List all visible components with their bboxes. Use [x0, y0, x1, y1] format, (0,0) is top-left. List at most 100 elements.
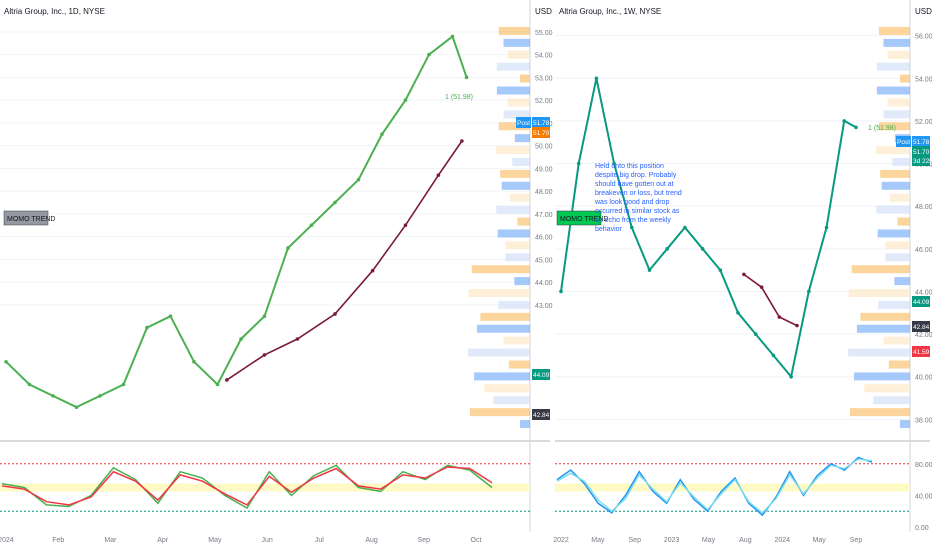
volume-profile-bar: [520, 420, 530, 429]
note-text: occurred in similar stock as: [595, 208, 680, 215]
x-tick-label: May: [591, 537, 605, 544]
volume-profile-bar: [876, 62, 910, 71]
price-tag-bg: [912, 296, 930, 307]
chart-title: Altria Group, Inc., 1D, NYSE: [4, 7, 105, 16]
price-tag-bg: [532, 409, 550, 420]
note-text: Held onto this position: [595, 163, 664, 170]
series-point-0: [192, 359, 196, 364]
note-text: despite big drop. Probably: [595, 172, 677, 179]
series-point-0: [559, 289, 563, 294]
y-tick-label: 44.00: [915, 289, 932, 296]
volume-profile-bar: [468, 289, 530, 298]
volume-profile-bar: [876, 205, 910, 214]
y-tick-label: 40.00: [915, 375, 932, 382]
volume-profile-bar: [496, 205, 530, 214]
price-tag-value: 51.78: [533, 120, 550, 127]
series-point-0: [168, 314, 173, 319]
price-tag-value: 41.59: [913, 349, 930, 356]
note-text: breakeven or loss, but trend: [595, 190, 682, 197]
price-tag-value: 51.78: [913, 139, 930, 146]
price-tag-bg: [912, 321, 930, 332]
oscillator-d-line: [556, 458, 873, 514]
currency-label: USD: [535, 7, 552, 16]
series-line-1: [226, 140, 463, 381]
oscillator-tick: 0.00: [915, 525, 929, 532]
volume-profile-bar: [887, 50, 910, 59]
price-tag-value: 51.70: [533, 130, 550, 137]
y-tick-label: 54.00: [915, 76, 932, 83]
price-tag-value: 42.84: [913, 324, 930, 331]
x-tick-label: 2023: [664, 537, 680, 544]
series-point-0: [98, 394, 102, 398]
volume-profile-bar: [500, 169, 530, 178]
volume-profile-bar: [496, 146, 530, 155]
price-tag-value: 44.09: [533, 372, 550, 379]
volume-profile-bar: [854, 372, 910, 381]
y-tick-label: 43.00: [535, 303, 553, 310]
indicator-box: [3, 210, 49, 226]
volume-profile-bar: [860, 312, 910, 321]
y-tick-label: 54.00: [535, 53, 553, 60]
price-tag-label: Post: [897, 139, 910, 146]
series-point-1: [759, 285, 764, 289]
x-tick-label: May: [702, 537, 716, 544]
price-tag-label-bg: [516, 117, 531, 128]
x-tick-label: Jun: [261, 537, 272, 544]
y-tick-label: 48.00: [535, 189, 553, 196]
series-point-0: [854, 125, 858, 130]
volume-profile-bar: [883, 336, 910, 345]
series-point-0: [647, 268, 652, 272]
series-point-0: [380, 132, 384, 137]
price-tag-label: Post: [517, 120, 530, 127]
series-point-1: [225, 378, 229, 382]
price-tag-value: 3d 22h: [913, 158, 932, 165]
price-tag-value: 42.84: [533, 412, 550, 419]
x-tick-label: Aug: [739, 537, 752, 544]
volume-profile-bar: [505, 241, 530, 250]
indicator-label: MOMO TREND: [560, 216, 608, 223]
series-point-1: [333, 312, 337, 316]
x-tick-label: 2024: [774, 537, 790, 544]
volume-profile-bar: [878, 122, 910, 131]
note-text: behavior: [595, 226, 623, 233]
series-point-1: [370, 268, 375, 273]
volume-profile-bar: [514, 277, 530, 286]
volume-profile-bar: [864, 384, 910, 393]
y-tick-label: 45.00: [535, 257, 553, 264]
series-point-0: [286, 246, 290, 250]
y-tick-label: 52.00: [535, 98, 553, 105]
series-point-0: [464, 75, 469, 80]
series-point-1: [262, 353, 267, 357]
price-tag-bg: [912, 155, 930, 166]
series-point-0: [807, 289, 811, 294]
series-point-0: [718, 268, 723, 272]
x-tick-label: Sep: [629, 537, 642, 544]
series-point-1: [403, 223, 408, 228]
x-tick-label: May: [813, 537, 827, 544]
series-point-0: [262, 314, 267, 319]
volume-profile-bar: [508, 360, 530, 369]
series-point-0: [753, 332, 758, 336]
volume-profile-bar: [851, 265, 910, 274]
volume-profile-bar: [474, 372, 530, 381]
volume-profile-bar: [468, 348, 530, 357]
volume-profile-bar: [493, 396, 530, 405]
y-tick-label: 46.00: [535, 235, 553, 242]
series-point-0: [51, 394, 55, 398]
series-point-0: [74, 405, 79, 410]
series-point-1: [436, 173, 441, 177]
volume-profile-bar: [517, 217, 530, 226]
volume-profile-bar: [484, 384, 530, 393]
volume-profile-bar: [888, 360, 910, 369]
volume-profile-bar: [498, 300, 530, 309]
y-tick-label: 50.00: [535, 144, 553, 151]
volume-profile-bar: [497, 229, 530, 238]
volume-profile-bar: [883, 110, 910, 119]
series-point-0: [356, 177, 361, 182]
volume-profile-bar: [476, 324, 530, 333]
oscillator-band: [555, 483, 910, 492]
volume-profile-bar: [496, 62, 530, 71]
series-point-1: [777, 315, 782, 319]
series-point-0: [333, 200, 337, 205]
